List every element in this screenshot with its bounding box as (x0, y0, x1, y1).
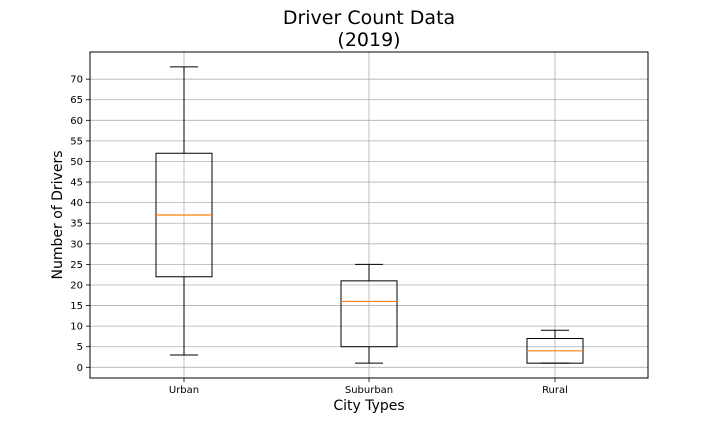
box-suburban (340, 263, 398, 364)
box-urban (155, 66, 213, 356)
iqr-box (340, 280, 398, 348)
y-tick-label: 45 (70, 178, 83, 189)
y-tick-label: 15 (70, 301, 83, 312)
chart-title-line-2: (2019) (337, 29, 400, 51)
y-axis-label: Number of Drivers (50, 150, 66, 279)
y-tick-label: 30 (70, 239, 83, 250)
x-tick-label: Suburban (345, 385, 393, 396)
x-tick-label: Urban (169, 385, 199, 396)
y-tick-label: 60 (70, 116, 83, 127)
y-tick-label: 25 (70, 260, 83, 271)
box-rural (526, 329, 584, 364)
y-axis-ticks: 0 5 10 15 20 25 30 35 40 45 50 55 60 65 70 (70, 75, 90, 374)
y-tick-label: 0 (77, 363, 83, 374)
y-tick-label: 70 (70, 75, 83, 86)
y-tick-label: 35 (70, 219, 83, 230)
x-axis-label: City Types (333, 398, 404, 414)
chart-title-line-1: Driver Count Data (283, 7, 455, 29)
y-tick-label: 20 (70, 280, 83, 291)
y-tick-label: 55 (70, 136, 83, 147)
x-tick-label: Rural (542, 385, 568, 396)
y-tick-label: 40 (70, 198, 83, 209)
box-plots (155, 66, 584, 364)
y-tick-label: 10 (70, 322, 83, 333)
x-axis-ticks: Urban Suburban Rural (169, 378, 568, 396)
y-tick-label: 50 (70, 157, 83, 168)
y-tick-label: 65 (70, 95, 83, 106)
y-tick-label: 5 (77, 342, 83, 353)
